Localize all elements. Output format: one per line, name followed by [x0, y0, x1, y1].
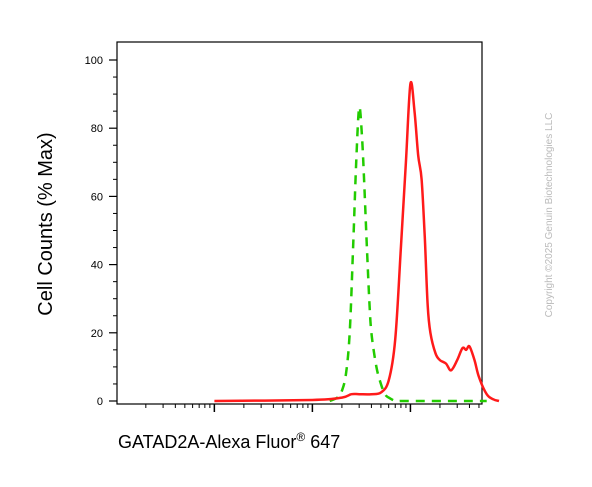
x-axis-ticks: [145, 404, 480, 412]
y-tick-label: 100: [85, 55, 103, 67]
copyright-annotation: Copyright ©2025 Genuin Biotechnologies L…: [544, 113, 555, 318]
x-axis-label-main: GATAD2A-Alexa Fluor: [118, 432, 296, 452]
series-layer: [214, 80, 500, 403]
axes-frame: [116, 41, 483, 405]
y-tick-label: 60: [91, 191, 103, 203]
y-tick-label: 80: [91, 123, 103, 135]
y-axis-label: Cell Counts (% Max): [35, 132, 57, 315]
plot-frame: [116, 41, 483, 405]
y-tick-label: 0: [97, 396, 103, 408]
series-line-solid: [214, 80, 500, 403]
y-axis-ticks: 0 20 40 60 80 100: [85, 55, 117, 408]
y-tick-label: 20: [91, 328, 103, 340]
y-tick-label: 40: [91, 260, 103, 272]
x-axis-label: GATAD2A-Alexa Fluor® 647: [118, 430, 340, 452]
x-axis-label-superscript: ®: [296, 430, 305, 444]
series-line-dashed: [329, 105, 487, 403]
x-axis-label-suffix: 647: [305, 432, 340, 452]
